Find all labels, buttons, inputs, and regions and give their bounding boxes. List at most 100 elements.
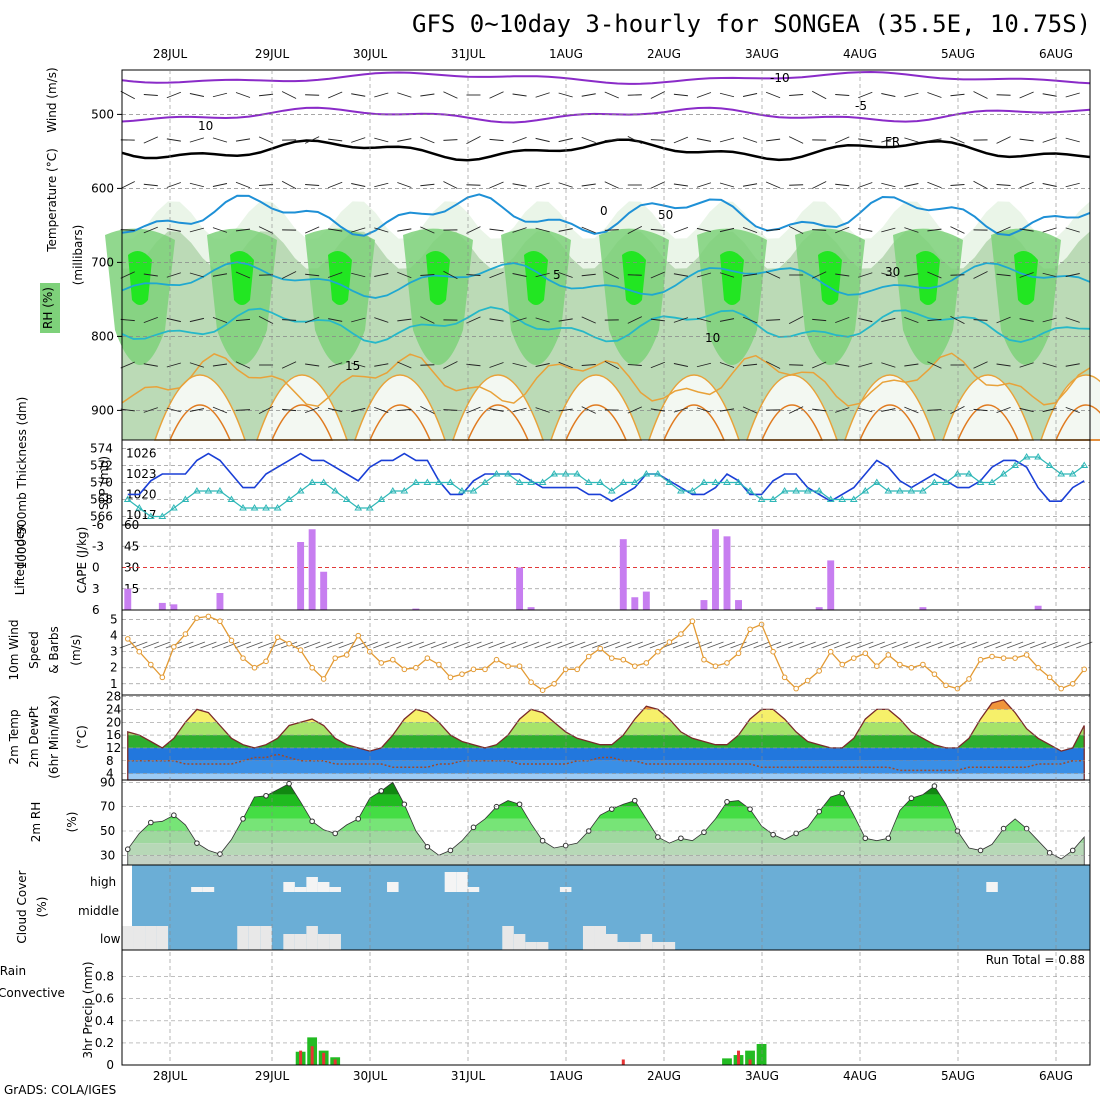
rh-point [839,790,846,797]
thickness-point [838,495,847,502]
thickness-point [204,487,213,494]
wind-point [470,666,477,673]
wind-barb [858,91,873,99]
wind-barb [212,406,228,414]
label-millibars: (millibars) [71,225,85,286]
precip-total-bar [745,1050,755,1065]
wind-barb [166,182,182,188]
wind-point [770,648,776,655]
wind-point [240,655,246,661]
thickness-point [792,487,801,494]
wind-point [516,663,523,669]
wind-barb [696,182,712,188]
wind-barb [512,407,527,413]
wind-barb [281,180,297,190]
thickness-point [308,478,317,485]
wind-barb [535,407,550,413]
wind-barb-10m [580,641,597,649]
thickness-point [342,495,351,502]
cloud-low-bar [329,934,341,950]
thickness-point [561,470,570,477]
wind-point [182,631,189,637]
wind-barb [512,227,527,233]
ytick-temp: 24 [106,702,121,716]
wind-barb [189,137,205,143]
wind-barb [904,137,919,143]
wind-point [585,653,592,660]
wind-barb [1019,181,1034,189]
label-precip: 3hr Precip (mm) [81,961,95,1058]
wind-barb [466,316,481,324]
wind-barb-10m [718,641,736,649]
wind-barb [904,183,919,187]
cloud-low-bar [283,934,295,950]
wind-barb [235,361,251,369]
wind-barb [466,135,481,145]
date-label-top: 6AUG [1039,47,1073,61]
wind-point [954,685,961,692]
wind-barb [696,317,712,323]
wind-barb [835,407,850,413]
wind-barb [489,271,504,279]
rh-point [217,851,223,857]
wind-point [413,664,419,671]
wind-barb [766,138,781,142]
wind-barb-10m [154,641,171,649]
wind-barb [166,317,181,323]
ytick-wind: 4 [110,629,118,643]
wind-barb [143,316,158,324]
wind-barb [604,229,619,231]
wind-barb [305,363,320,367]
cloud-high-bar [317,882,330,892]
thickness-point [999,470,1008,477]
wind-point [908,664,915,671]
rh-bright-core [524,251,548,305]
wind-barb-10m [764,641,782,649]
wind-barb [950,184,965,186]
wind-barb [535,92,550,98]
wind-barb [812,318,827,322]
wind-barb [650,318,665,322]
wind-point [539,687,546,693]
date-label-bottom: 1AUG [549,1069,583,1083]
wind-barb [558,361,573,369]
wind-barb [351,227,366,233]
wind-barb-10m [868,641,885,649]
wind-barb [420,226,435,234]
wind-barb [858,272,873,278]
wind-point [1023,652,1030,658]
thickness-point [446,478,455,485]
rh-bright-core [720,251,744,305]
wind-barb [881,272,896,278]
wind-barb [581,226,596,234]
wind-barb-10m [845,641,862,649]
wind-barb [973,91,988,99]
wind-barb [512,93,527,97]
cloud-low-bar [306,926,318,950]
wind-point [390,656,396,663]
wind-barb [558,137,573,143]
thickness-point [988,478,996,485]
wind-barb [581,183,596,187]
wind-barb [328,272,343,278]
date-label-bottom: 4AUG [843,1069,877,1083]
contour-label: 5 [553,268,561,282]
cape-bar [723,536,731,610]
rh-point [816,808,822,815]
wind-point [597,645,604,652]
date-label-bottom: 3AUG [745,1069,779,1083]
ytick-wind: 3 [110,645,118,659]
label-wind-unit: (m/s) [69,634,83,665]
wind-point [1058,685,1064,692]
wind-point [632,663,638,669]
wind-barb [719,362,735,368]
wind-barb [996,184,1011,186]
wind-barb [765,361,781,369]
thickness-point [262,504,270,511]
wind-barb [328,362,343,368]
wind-barb [973,319,988,321]
rh-point [1000,825,1007,832]
wind-barb [581,273,596,277]
wind-barb [281,271,297,279]
cloud-low-bar [513,934,526,950]
